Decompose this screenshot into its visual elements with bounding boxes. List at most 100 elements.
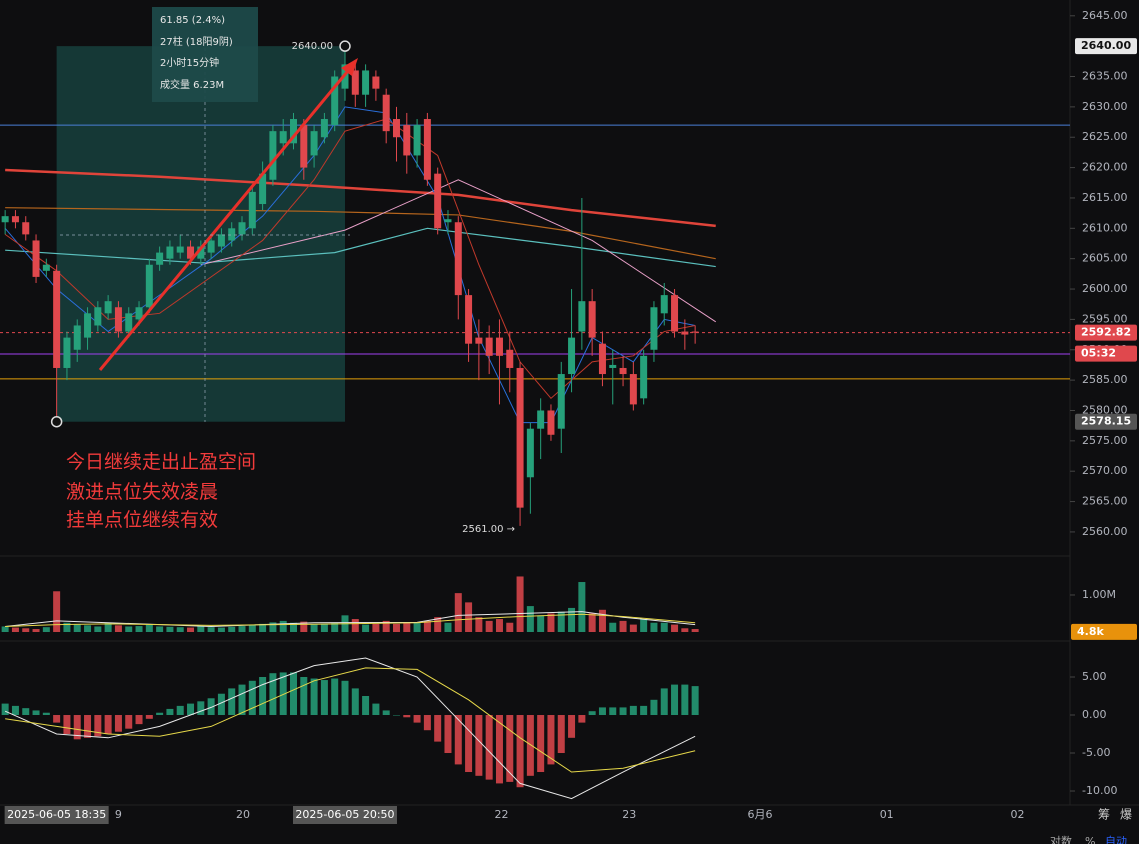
candle-body bbox=[22, 222, 30, 235]
macd-bar bbox=[228, 688, 236, 716]
scale-option[interactable]: 对数 bbox=[1050, 834, 1072, 844]
volume-bar bbox=[207, 627, 215, 632]
volume-bar bbox=[125, 626, 133, 632]
candle-body bbox=[156, 252, 164, 265]
price-tag-label: 2640.00 bbox=[1081, 39, 1131, 52]
macd-bar bbox=[63, 715, 71, 735]
price-tag-label: 05:32 bbox=[1081, 347, 1116, 360]
scale-option[interactable]: 自动 bbox=[1105, 835, 1127, 844]
volume-bar bbox=[537, 615, 545, 632]
volume-bar bbox=[42, 627, 50, 632]
candle-body bbox=[609, 364, 617, 368]
volume-bar bbox=[279, 620, 287, 632]
volume-bar bbox=[629, 624, 637, 632]
candle-body bbox=[413, 125, 421, 156]
volume-bar bbox=[660, 622, 668, 632]
candle-body bbox=[465, 295, 473, 344]
y-tick-label: 2615.00 bbox=[1082, 191, 1128, 204]
macd-bar bbox=[660, 688, 668, 716]
volume-bar bbox=[310, 624, 318, 632]
macd-bar bbox=[135, 715, 143, 725]
indicator-line bbox=[200, 179, 717, 323]
macd-bar bbox=[578, 715, 586, 723]
volume-bar bbox=[588, 613, 596, 632]
x-tick-label: 02 bbox=[1010, 808, 1024, 821]
volume-bar bbox=[423, 620, 431, 632]
candle-body bbox=[269, 131, 277, 180]
volume-bar bbox=[578, 582, 586, 632]
macd-bar bbox=[362, 696, 370, 716]
macd-bar bbox=[372, 703, 380, 716]
candle-body bbox=[526, 428, 534, 478]
y-tick-label: 2575.00 bbox=[1082, 434, 1128, 447]
candle-body bbox=[145, 264, 153, 308]
macd-bar bbox=[238, 684, 246, 716]
measure-info: 2小时15分钟 bbox=[160, 56, 219, 69]
volume-bar bbox=[1, 626, 9, 632]
annotation: 挂单点位继续有效 bbox=[66, 509, 218, 531]
candle-body bbox=[640, 355, 648, 399]
x-tick-label: 6月6 bbox=[748, 808, 773, 821]
macd-bar bbox=[454, 715, 462, 765]
y-tick-label: 2595.00 bbox=[1082, 312, 1128, 325]
volume-bar bbox=[557, 611, 565, 632]
macd-bar bbox=[331, 678, 339, 716]
volume-bar bbox=[392, 623, 400, 632]
macd-bar bbox=[176, 705, 184, 716]
volume-bar bbox=[691, 629, 699, 632]
volume-bar bbox=[104, 622, 112, 632]
x-tick-label: 23 bbox=[622, 808, 636, 821]
volume-bar bbox=[475, 617, 483, 632]
candle-body bbox=[392, 119, 400, 138]
volume-bar bbox=[176, 627, 184, 632]
volume-bar bbox=[156, 626, 164, 632]
indicator-line bbox=[5, 227, 716, 268]
candle-body bbox=[290, 119, 298, 144]
x-tick-label: 9 bbox=[115, 808, 122, 821]
indicator-line bbox=[4, 657, 696, 800]
volume-bar bbox=[84, 625, 92, 632]
y-tick-label: 2585.00 bbox=[1082, 373, 1128, 386]
macd-bar bbox=[629, 705, 637, 716]
macd-bar bbox=[320, 680, 328, 716]
tool-button[interactable]: 筹 bbox=[1098, 808, 1110, 822]
measure-info: 61.85 (2.4%) bbox=[160, 15, 225, 26]
scale-option[interactable]: % bbox=[1085, 835, 1095, 844]
volume-bar bbox=[362, 624, 370, 632]
candle-body bbox=[362, 70, 370, 95]
y-tick-label: 2645.00 bbox=[1082, 9, 1128, 22]
volume-bar bbox=[609, 622, 617, 632]
macd-bar bbox=[156, 712, 164, 716]
y-tick-label: 2635.00 bbox=[1082, 70, 1128, 83]
x-tick-label: 20 bbox=[236, 808, 250, 821]
candle-body bbox=[629, 374, 637, 405]
macd-bar bbox=[145, 715, 153, 719]
volume-bar bbox=[444, 622, 452, 632]
macd-bar bbox=[547, 715, 555, 765]
macd-bar bbox=[341, 680, 349, 716]
measure-info: 成交量 6.23M bbox=[160, 78, 224, 91]
macd-bar bbox=[32, 710, 40, 716]
candle-body bbox=[125, 313, 133, 332]
measure-point bbox=[50, 415, 63, 428]
volume-bar bbox=[526, 606, 534, 632]
volume-bar bbox=[248, 624, 256, 632]
candle-body bbox=[63, 337, 71, 368]
macd-bar bbox=[444, 715, 452, 754]
candle-body bbox=[187, 246, 195, 259]
x-marker-label: 2025-06-05 20:50 bbox=[295, 808, 394, 821]
tool-button[interactable]: 爆 bbox=[1120, 808, 1132, 822]
candle-body bbox=[1, 216, 9, 223]
macd-bar bbox=[300, 677, 308, 716]
volume-bar bbox=[217, 627, 225, 632]
y-tick-label: 2570.00 bbox=[1082, 464, 1128, 477]
macd-bar bbox=[73, 715, 81, 740]
candle-body bbox=[681, 331, 689, 335]
volume-bar bbox=[187, 627, 195, 632]
candle-body bbox=[382, 94, 390, 132]
macd-bar bbox=[217, 693, 225, 716]
volume-bar bbox=[135, 626, 143, 632]
